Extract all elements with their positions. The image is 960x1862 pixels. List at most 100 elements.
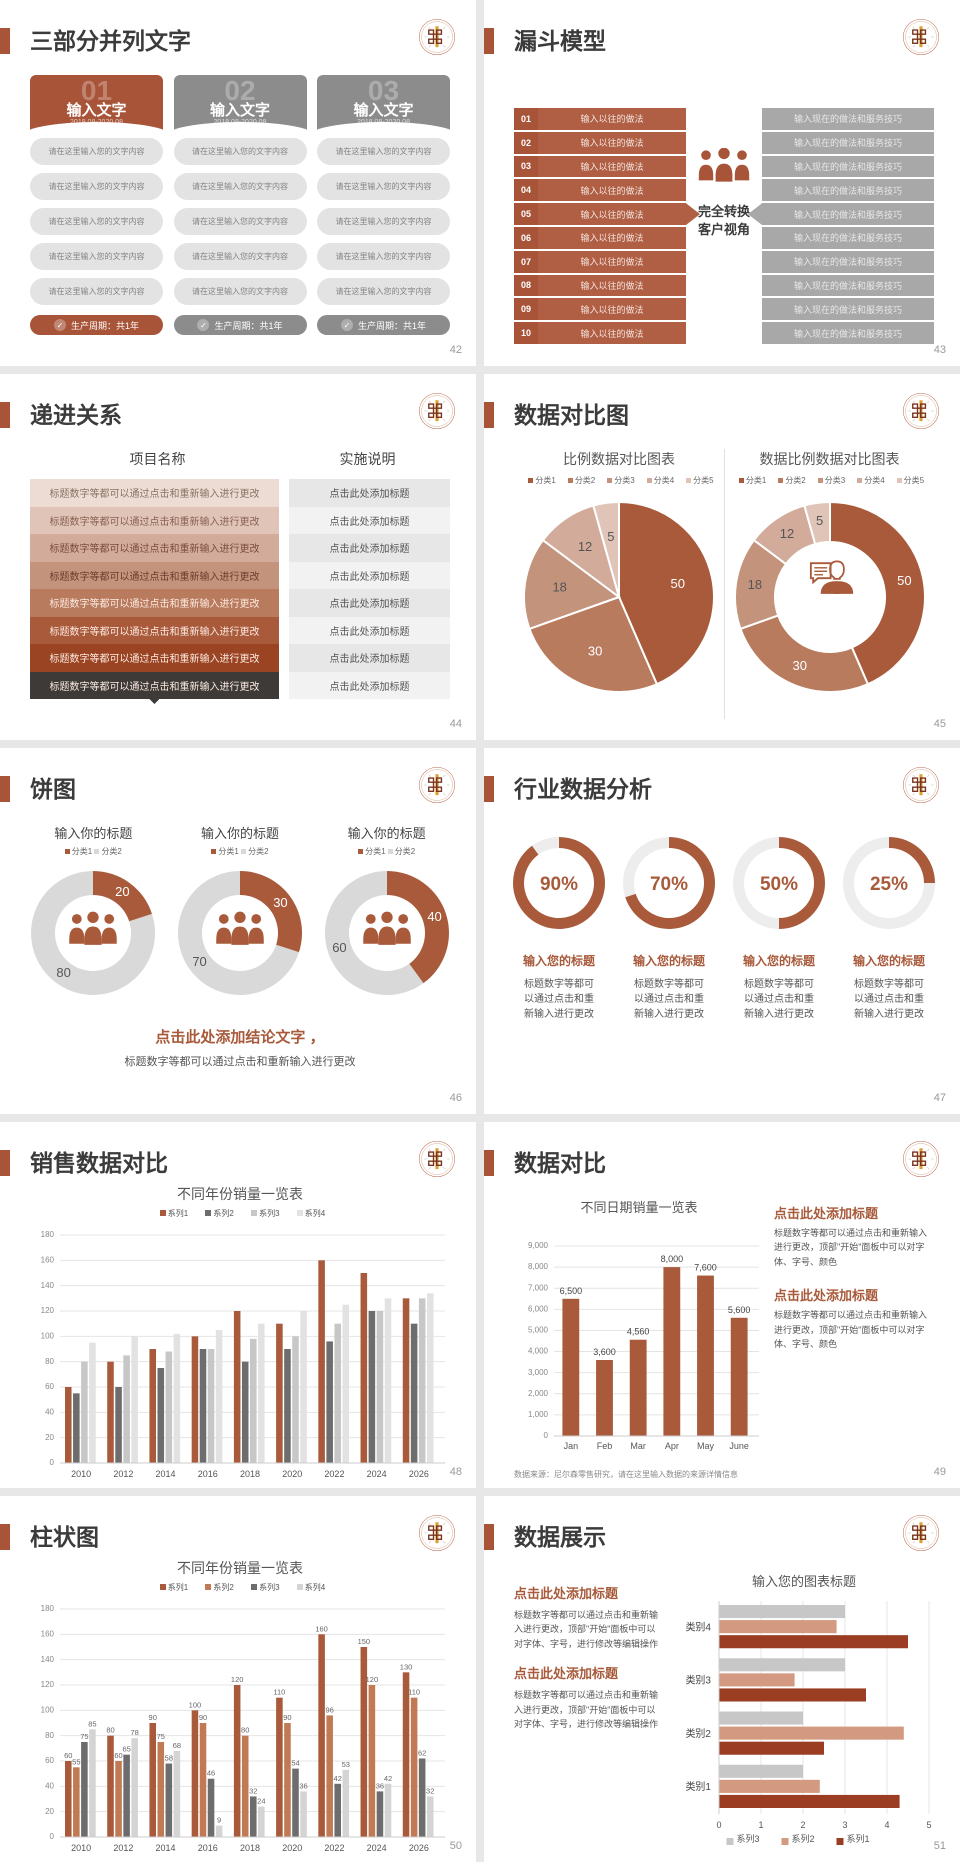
svg-text:2020: 2020	[282, 1469, 302, 1479]
svg-text:96: 96	[325, 1705, 333, 1714]
svg-text:160: 160	[41, 1629, 55, 1638]
svg-text:2010: 2010	[71, 1843, 91, 1853]
svg-text:60: 60	[45, 1756, 54, 1765]
svg-text:系列3: 系列3	[737, 1833, 760, 1844]
svg-text:40: 40	[45, 1407, 54, 1416]
svg-text:2022: 2022	[324, 1469, 344, 1479]
svg-text:120: 120	[366, 1675, 379, 1684]
svg-text:2018: 2018	[240, 1469, 260, 1479]
svg-text:58: 58	[165, 1754, 173, 1763]
svg-text:9,000: 9,000	[528, 1241, 549, 1250]
svg-text:32: 32	[426, 1786, 434, 1795]
svg-text:12: 12	[578, 539, 592, 554]
svg-text:June: June	[729, 1441, 749, 1451]
svg-text:30: 30	[588, 643, 602, 658]
svg-text:60: 60	[45, 1382, 54, 1391]
svg-text:100: 100	[41, 1331, 55, 1340]
svg-text:2018: 2018	[240, 1843, 260, 1853]
svg-text:8,000: 8,000	[661, 1254, 684, 1264]
svg-text:2026: 2026	[409, 1469, 429, 1479]
svg-text:90: 90	[149, 1713, 157, 1722]
svg-text:0: 0	[716, 1820, 721, 1830]
svg-text:1: 1	[758, 1820, 763, 1830]
svg-text:80: 80	[45, 1357, 54, 1366]
svg-text:类别1: 类别1	[685, 1780, 711, 1793]
svg-text:5,000: 5,000	[528, 1326, 549, 1335]
svg-text:130: 130	[400, 1662, 413, 1671]
svg-text:2014: 2014	[156, 1469, 176, 1479]
svg-text:70%: 70%	[650, 874, 688, 895]
svg-text:18: 18	[748, 577, 762, 592]
svg-text:180: 180	[41, 1230, 55, 1239]
svg-text:2024: 2024	[367, 1843, 387, 1853]
svg-text:120: 120	[41, 1680, 55, 1689]
svg-text:120: 120	[41, 1306, 55, 1315]
svg-text:75: 75	[157, 1732, 165, 1741]
svg-text:2,000: 2,000	[528, 1389, 549, 1398]
svg-text:150: 150	[358, 1637, 371, 1646]
svg-text:100: 100	[189, 1700, 202, 1709]
svg-text:2010: 2010	[71, 1469, 91, 1479]
svg-text:3,600: 3,600	[593, 1347, 616, 1357]
svg-text:5,600: 5,600	[728, 1305, 751, 1315]
svg-text:68: 68	[173, 1741, 181, 1750]
svg-text:40: 40	[45, 1781, 54, 1790]
svg-text:20: 20	[115, 884, 129, 899]
svg-text:80: 80	[57, 965, 71, 980]
svg-text:类别2: 类别2	[685, 1727, 711, 1740]
svg-text:50: 50	[671, 576, 685, 591]
svg-text:53: 53	[342, 1760, 350, 1769]
svg-text:类别4: 类别4	[685, 1620, 711, 1633]
svg-text:1,000: 1,000	[528, 1410, 549, 1419]
svg-text:50: 50	[897, 573, 911, 588]
svg-text:90%: 90%	[540, 874, 578, 895]
svg-text:42: 42	[384, 1774, 392, 1783]
svg-text:62: 62	[418, 1748, 426, 1757]
svg-text:0: 0	[50, 1458, 55, 1467]
svg-text:70: 70	[192, 954, 206, 969]
svg-text:60: 60	[332, 940, 346, 955]
svg-text:75: 75	[80, 1732, 88, 1741]
svg-text:2026: 2026	[409, 1843, 429, 1853]
svg-text:3: 3	[842, 1820, 847, 1830]
svg-text:120: 120	[231, 1675, 244, 1684]
svg-text:42: 42	[334, 1774, 342, 1783]
svg-text:4,000: 4,000	[528, 1347, 549, 1356]
svg-text:85: 85	[88, 1719, 96, 1728]
svg-text:9: 9	[217, 1816, 221, 1825]
svg-text:140: 140	[41, 1281, 55, 1290]
svg-text:30: 30	[273, 895, 287, 910]
svg-text:100: 100	[41, 1705, 55, 1714]
svg-text:50%: 50%	[760, 874, 798, 895]
svg-text:110: 110	[273, 1688, 285, 1697]
svg-text:24: 24	[257, 1797, 265, 1806]
svg-text:4,560: 4,560	[627, 1327, 650, 1337]
svg-text:90: 90	[199, 1713, 207, 1722]
svg-text:4: 4	[884, 1820, 889, 1830]
svg-text:78: 78	[130, 1728, 138, 1737]
svg-text:46: 46	[207, 1769, 215, 1778]
svg-text:25%: 25%	[870, 874, 908, 895]
svg-text:160: 160	[41, 1255, 55, 1264]
svg-text:90: 90	[283, 1713, 291, 1722]
svg-text:2012: 2012	[113, 1469, 133, 1479]
svg-text:0: 0	[544, 1431, 549, 1440]
svg-text:6,000: 6,000	[528, 1304, 549, 1313]
svg-text:140: 140	[41, 1655, 55, 1664]
svg-text:6,500: 6,500	[560, 1286, 583, 1296]
svg-text:2016: 2016	[198, 1469, 218, 1479]
svg-text:7,600: 7,600	[694, 1263, 717, 1273]
svg-text:Jan: Jan	[564, 1441, 579, 1451]
svg-text:20: 20	[45, 1433, 54, 1442]
svg-text:80: 80	[106, 1726, 114, 1735]
svg-text:2012: 2012	[113, 1843, 133, 1853]
svg-text:Feb: Feb	[597, 1441, 613, 1451]
svg-text:系列2: 系列2	[792, 1833, 815, 1844]
svg-text:Apr: Apr	[665, 1441, 679, 1451]
svg-text:30: 30	[792, 658, 806, 673]
svg-text:0: 0	[50, 1832, 55, 1841]
svg-text:160: 160	[315, 1624, 328, 1633]
svg-text:110: 110	[408, 1688, 420, 1697]
svg-text:32: 32	[249, 1786, 257, 1795]
svg-text:2022: 2022	[324, 1843, 344, 1853]
